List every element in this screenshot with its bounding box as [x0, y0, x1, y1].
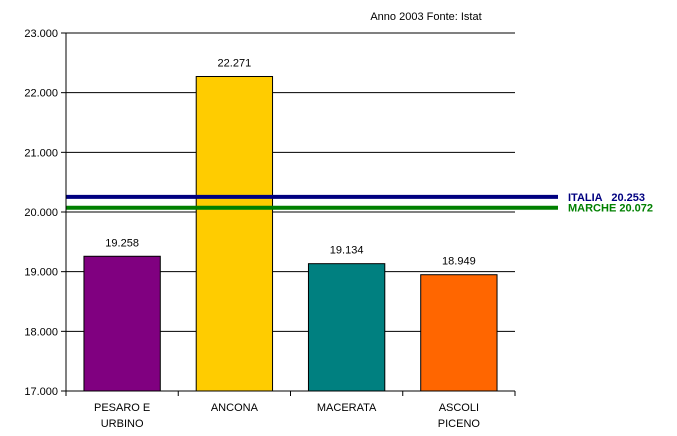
- x-tick-label: PICENO: [438, 418, 481, 430]
- x-tick-label: MACERATA: [317, 402, 377, 414]
- y-tick-label: 19.000: [24, 267, 58, 279]
- x-tick-label: ASCOLI: [439, 402, 479, 414]
- bar: [195, 75, 274, 392]
- y-tick-label: 22.000: [24, 88, 58, 100]
- bars: [83, 75, 498, 392]
- x-axis-ticks: PESARO E URBINO ANCONA MACERATA ASCOLI PICENO: [65, 391, 516, 430]
- bar: [83, 255, 161, 392]
- data-label: 19.258: [105, 237, 139, 249]
- reference-line-label: ITALIA 20.253: [568, 192, 645, 204]
- y-tick-label: 21.000: [24, 147, 58, 159]
- data-label: 18.949: [442, 256, 476, 268]
- y-axis-ticks: 17.000 18.000 19.000 20.000 21.000 22.000 23.0…: [24, 28, 66, 398]
- x-tick-label: ANCONA: [211, 402, 259, 414]
- reference-line-label: MARCHE 20.072: [568, 203, 653, 215]
- data-label: 22.271: [218, 57, 252, 69]
- bar: [420, 274, 498, 392]
- y-tick-label: 17.000: [24, 386, 58, 398]
- x-tick-label: URBINO: [101, 418, 144, 430]
- data-labels: 19.258 22.271 19.134 18.949: [105, 57, 475, 267]
- y-tick-label: 23.000: [24, 28, 58, 40]
- bar: [307, 263, 386, 392]
- y-tick-label: 20.000: [24, 207, 58, 219]
- source-note: Anno 2003 Fonte: Istat: [370, 11, 481, 23]
- x-tick-label: PESARO E: [94, 402, 150, 414]
- data-label: 19.134: [330, 245, 364, 257]
- y-tick-label: 18.000: [24, 326, 58, 338]
